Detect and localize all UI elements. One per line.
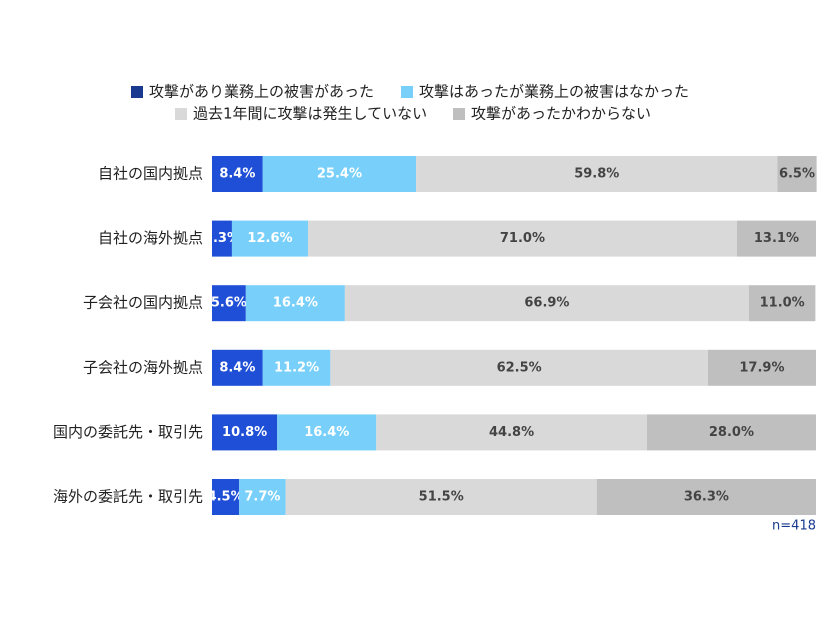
bar-segment [212, 156, 263, 192]
bar-segment [707, 349, 816, 386]
value-label: 51.5% [419, 490, 464, 505]
bar-segment [262, 156, 417, 192]
value-label: 62.5% [497, 360, 542, 375]
bar-segment [748, 285, 816, 322]
legend-swatch [401, 86, 413, 98]
legend-label: 攻撃があり業務上の被害があった [149, 83, 374, 101]
category-label: 国内の委託先・取引先 [53, 423, 203, 441]
value-label: 11.2% [274, 360, 319, 375]
value-label: 8.4% [219, 167, 255, 182]
category-label: 自社の海外拠点 [98, 229, 203, 247]
bar-segment [212, 414, 278, 451]
value-label: 28.0% [709, 425, 754, 440]
value-label: 16.4% [273, 296, 318, 311]
bar-segment [245, 285, 345, 322]
bar-segment [277, 414, 377, 451]
value-label: 10.8% [222, 425, 267, 440]
value-label: 4.5% [208, 490, 244, 505]
bar-segment [212, 220, 232, 257]
category-label: 自社の国内拠点 [98, 165, 203, 183]
value-label: 7.7% [244, 490, 280, 505]
category-label: 海外の委託先・取引先 [53, 488, 203, 506]
legend-label: 過去1年間に攻撃は発生していない [193, 105, 427, 123]
value-label: 11.0% [760, 296, 805, 311]
bar-segment [212, 349, 263, 386]
value-label: 66.9% [524, 296, 569, 311]
bar-segment [212, 285, 246, 322]
bar-segment [416, 156, 778, 192]
category-label: 子会社の国内拠点 [83, 294, 203, 312]
legend-label: 攻撃はあったが業務上の被害はなかった [419, 83, 689, 101]
value-label: 12.6% [247, 231, 292, 246]
sample-note: n=418 [772, 519, 816, 534]
value-label: 59.8% [574, 167, 619, 182]
bar-segment [239, 479, 286, 515]
bar-segment [212, 479, 240, 515]
bar-segment [285, 479, 597, 515]
bar-segment [308, 220, 737, 257]
value-label: 8.4% [219, 360, 255, 375]
value-label: 13.1% [754, 231, 799, 246]
legend-label: 攻撃があったかわからない [471, 105, 651, 123]
value-label: 71.0% [500, 231, 545, 246]
value-label: 6.5% [779, 167, 815, 182]
bar-segment [330, 349, 708, 386]
value-label: 5.6% [211, 296, 247, 311]
bar-segment [596, 479, 816, 515]
legend-swatch [175, 108, 187, 120]
value-label: 36.3% [684, 490, 729, 505]
bar-segment [736, 220, 816, 257]
value-label: 3.3% [204, 231, 240, 246]
value-label: 16.4% [304, 425, 349, 440]
category-label: 子会社の海外拠点 [83, 358, 203, 376]
bar-segment [344, 285, 749, 322]
value-label: 44.8% [489, 425, 534, 440]
bar-segment [646, 414, 816, 451]
bar-segment [231, 220, 309, 257]
legend-swatch [453, 108, 465, 120]
bar-segment [262, 349, 331, 386]
value-label: 25.4% [317, 167, 362, 182]
value-label: 17.9% [739, 360, 784, 375]
legend-swatch [131, 86, 143, 98]
bar-segment [777, 156, 817, 192]
bar-segment [376, 414, 647, 451]
